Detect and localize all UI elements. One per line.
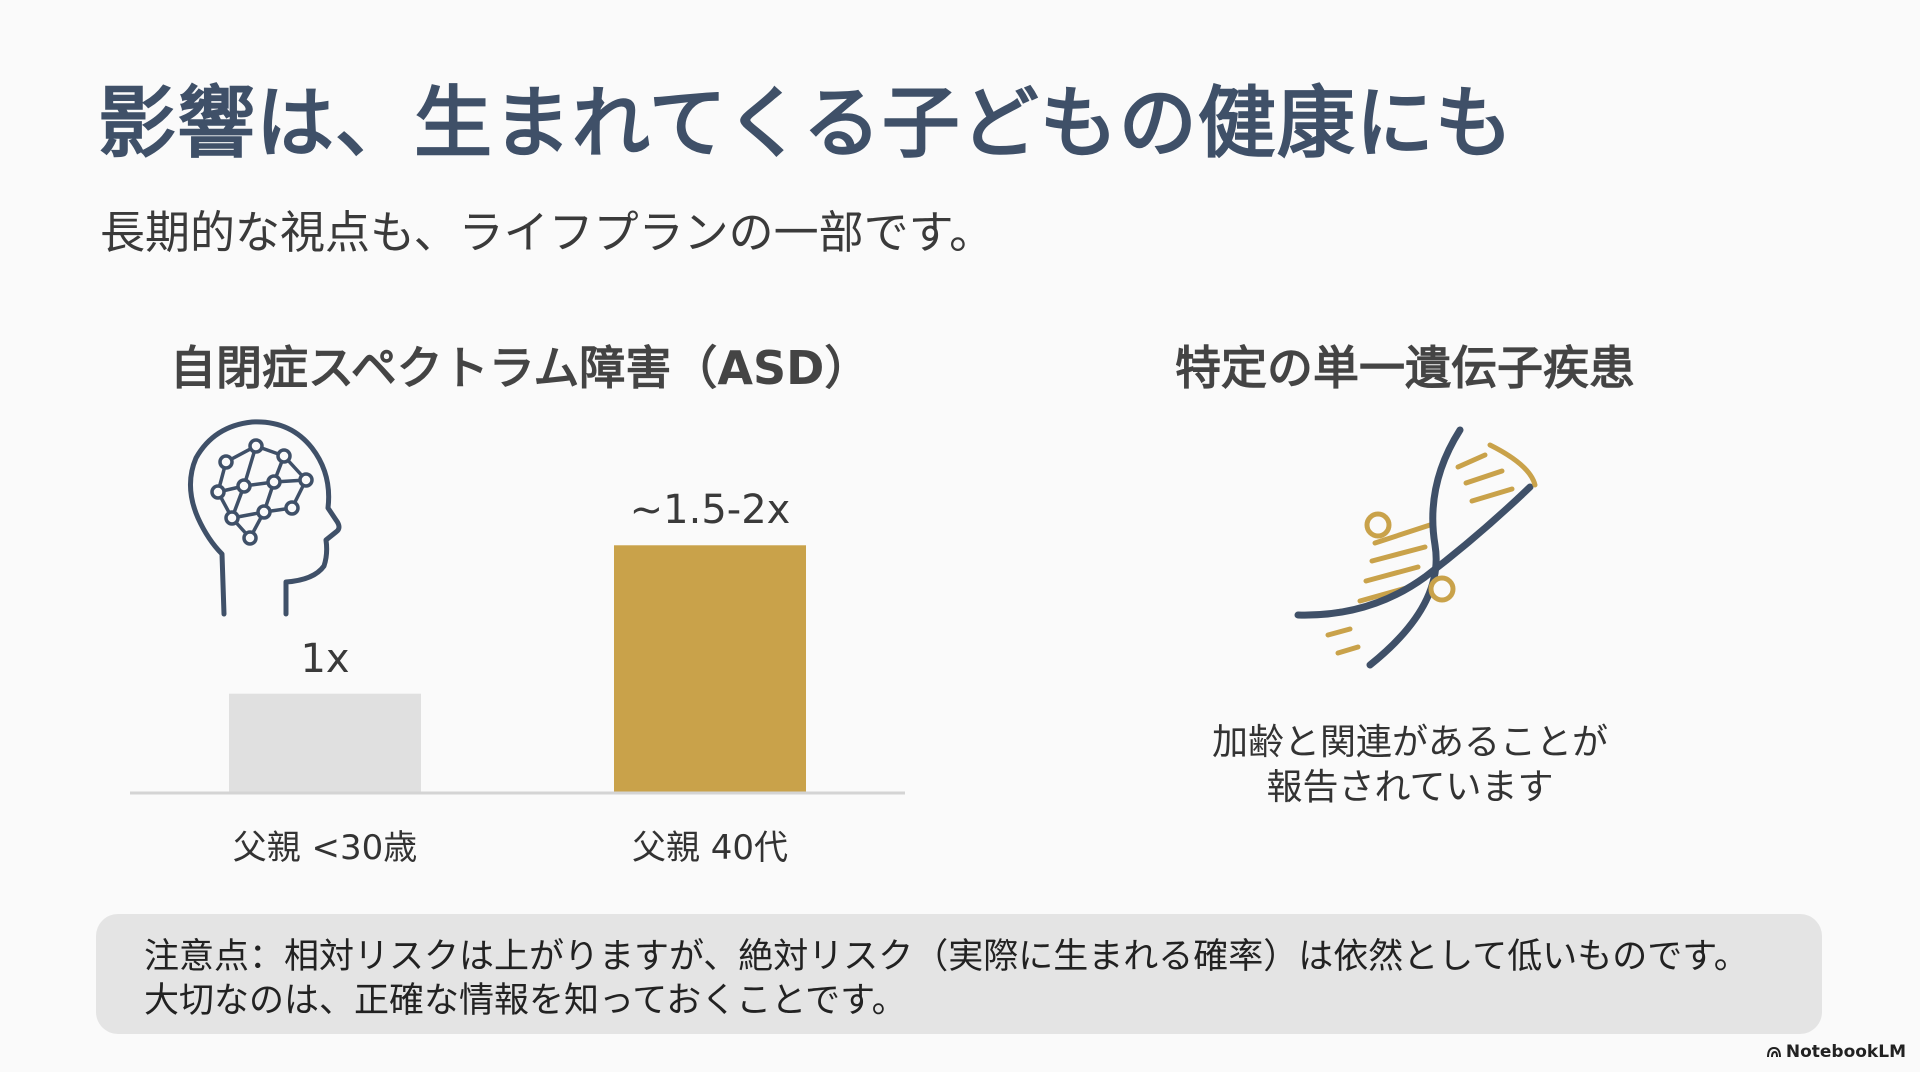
bar-category-label: 父親 40代 — [631, 828, 789, 868]
gene-note-line: 加齢と関連があることが — [1211, 722, 1608, 763]
bar-category-label: 父親 <30歳 — [232, 828, 418, 868]
bar — [229, 693, 421, 793]
slide-subtitle: 長期的な視点も、ライフプランの一部です。 — [100, 206, 995, 259]
bar-value-label: ~1.5-2x — [629, 487, 791, 534]
caution-box: 注意点：相対リスクは上がりますが、絶対リスク（実際に生まれる確率）は依然として低… — [96, 914, 1822, 1034]
gene-note: 加齢と関連があることが 報告されています — [1150, 720, 1670, 810]
gene-heading: 特定の単一遺伝子疾患 — [1175, 341, 1635, 395]
caution-text: 大切なのは、正確な情報を知っておくことです。 — [144, 980, 907, 1021]
gene-note-line: 報告されています — [1266, 767, 1554, 808]
asd-heading: 自閉症スペクトラム障害（ASD） — [170, 341, 871, 395]
brand-label: NotebookLM — [1785, 1042, 1906, 1062]
brain-network-icon — [186, 414, 366, 619]
bar — [614, 545, 806, 793]
bar-value-label: 1x — [300, 635, 350, 682]
asd-risk-bar-chart: 1x ~1.5-2x 父親 <30歳 父親 40代 — [130, 480, 910, 870]
dna-icon — [1280, 425, 1550, 685]
chart-plot-area — [130, 545, 905, 795]
notebooklm-logo-icon — [1766, 1046, 1781, 1058]
slide-title: 影響は、生まれてくる子どもの健康にも — [98, 79, 1514, 169]
notebooklm-brand: NotebookLM — [1766, 1042, 1906, 1062]
caution-text: 注意点：相対リスクは上がりますが、絶対リスク（実際に生まれる確率）は依然として低… — [144, 937, 1749, 977]
